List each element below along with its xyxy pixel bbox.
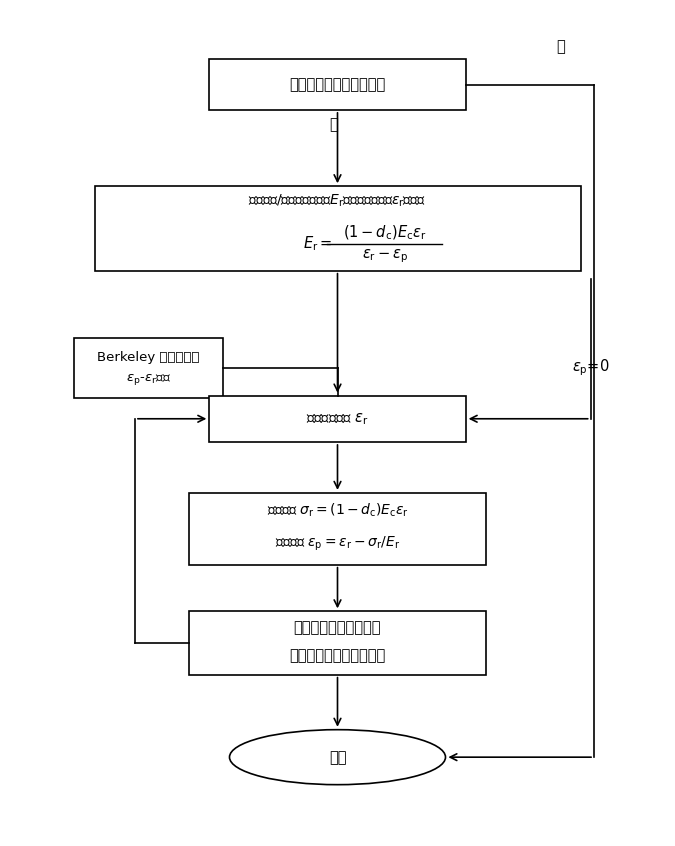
FancyBboxPatch shape [95,186,580,271]
FancyBboxPatch shape [189,492,486,565]
Text: Berkeley 加卸载模型: Berkeley 加卸载模型 [97,350,200,364]
Text: 残余应变 $\varepsilon_{\rm p}=\varepsilon_{\rm r}-\sigma_{\rm r}/E_{\rm r}$: 残余应变 $\varepsilon_{\rm p}=\varepsilon_{\… [275,535,400,553]
Text: 受压混凝土完好，无损伤: 受压混凝土完好，无损伤 [290,77,385,92]
Text: 否: 否 [330,117,338,132]
FancyBboxPatch shape [209,59,466,110]
Text: 等效应力 $\sigma_{\rm r} = (1-d_{\rm c})E_{\rm c}\varepsilon_{\rm r}$: 等效应力 $\sigma_{\rm r} = (1-d_{\rm c})E_{\… [267,502,408,519]
Text: 评定混凝土受压损伤程: 评定混凝土受压损伤程 [294,620,381,635]
Ellipse shape [230,729,446,785]
Text: $\varepsilon_{\rm p}$-$\varepsilon_{\rm r}$关系: $\varepsilon_{\rm p}$-$\varepsilon_{\rm … [126,371,171,387]
FancyBboxPatch shape [189,611,486,675]
Text: $\varepsilon_{\rm r} - \varepsilon_{\rm p}$: $\varepsilon_{\rm r} - \varepsilon_{\rm … [362,248,408,265]
Text: 结束: 结束 [329,750,346,765]
Text: $(1-d_{\rm c})E_{\rm c}\varepsilon_{\rm r}$: $(1-d_{\rm c})E_{\rm c}\varepsilon_{\rm … [343,223,427,242]
Text: $\varepsilon_{\rm p}$=0: $\varepsilon_{\rm p}$=0 [572,358,610,378]
Text: 度，推定损伤混凝土强度: 度，推定损伤混凝土强度 [290,648,385,663]
FancyBboxPatch shape [209,396,466,442]
FancyBboxPatch shape [74,338,223,398]
Text: 建立卸载/再加载变形模量$E_{\rm r}$与静力等效应变$\varepsilon_{\rm r}$关系式: 建立卸载/再加载变形模量$E_{\rm r}$与静力等效应变$\varepsil… [248,192,427,209]
Text: $E_{\rm r} = $: $E_{\rm r} = $ [302,234,332,253]
Text: 计算等效应变 $\varepsilon_{\rm r}$: 计算等效应变 $\varepsilon_{\rm r}$ [306,411,369,426]
Text: 是: 是 [556,39,564,54]
